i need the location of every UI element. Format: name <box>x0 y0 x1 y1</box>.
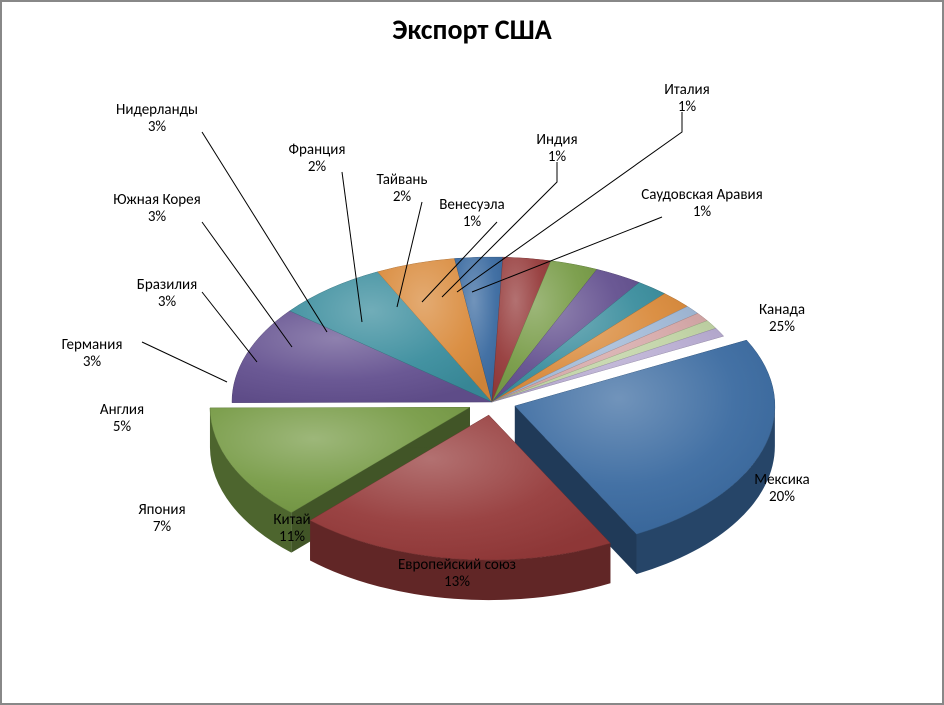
slice-label-pct: 3% <box>67 294 267 311</box>
slice-label: Европейский союз13% <box>357 557 557 590</box>
slice-label-name: Тайвань <box>302 172 502 189</box>
slice-label-name: Венесуэла <box>372 197 572 214</box>
slice-label: Венесуэла1% <box>372 197 572 230</box>
slice-label-pct: 20% <box>682 489 882 506</box>
slice-label-name: Япония <box>62 502 262 519</box>
slice-label-pct: 5% <box>22 419 222 436</box>
chart-frame: Экспорт США Канада25%Мексика20%Европейск… <box>0 0 944 705</box>
slice-label-name: Италия <box>587 82 787 99</box>
slice-label-pct: 1% <box>602 204 802 221</box>
slice-label-name: Германия <box>0 337 192 354</box>
slice-label-name: Франция <box>217 142 417 159</box>
slice-label-pct: 3% <box>0 354 192 371</box>
slice-label-name: Бразилия <box>67 277 267 294</box>
slice-label-name: Южная Корея <box>57 192 257 209</box>
slice-label-name: Европейский союз <box>357 557 557 574</box>
slice-label: Мексика20% <box>682 472 882 505</box>
slice-label: Южная Корея3% <box>57 192 257 225</box>
slice-label-name: Нидерланды <box>57 102 257 119</box>
slice-label-pct: 3% <box>57 119 257 136</box>
slice-label-name: Мексика <box>682 472 882 489</box>
slice-label: Индия1% <box>457 132 657 165</box>
slice-label: Бразилия3% <box>67 277 267 310</box>
slice-label-pct: 1% <box>457 149 657 166</box>
slice-label: Саудовская Аравия1% <box>602 187 802 220</box>
slice-label-name: Саудовская Аравия <box>602 187 802 204</box>
slice-label-pct: 1% <box>587 99 787 116</box>
slice-label-pct: 1% <box>372 214 572 231</box>
slice-label-name: Канада <box>682 302 882 319</box>
slice-label-name: Индия <box>457 132 657 149</box>
slice-label-pct: 25% <box>682 319 882 336</box>
slice-label-pct: 7% <box>62 519 262 536</box>
slice-label-pct: 13% <box>357 574 557 591</box>
slice-label: Япония7% <box>62 502 262 535</box>
slice-label: Нидерланды3% <box>57 102 257 135</box>
slice-label-pct: 3% <box>57 209 257 226</box>
slice-label: Италия1% <box>587 82 787 115</box>
slice-label: Англия5% <box>22 402 222 435</box>
slice-label: Германия3% <box>0 337 192 370</box>
slice-label-name: Англия <box>22 402 222 419</box>
slice-label: Канада25% <box>682 302 882 335</box>
